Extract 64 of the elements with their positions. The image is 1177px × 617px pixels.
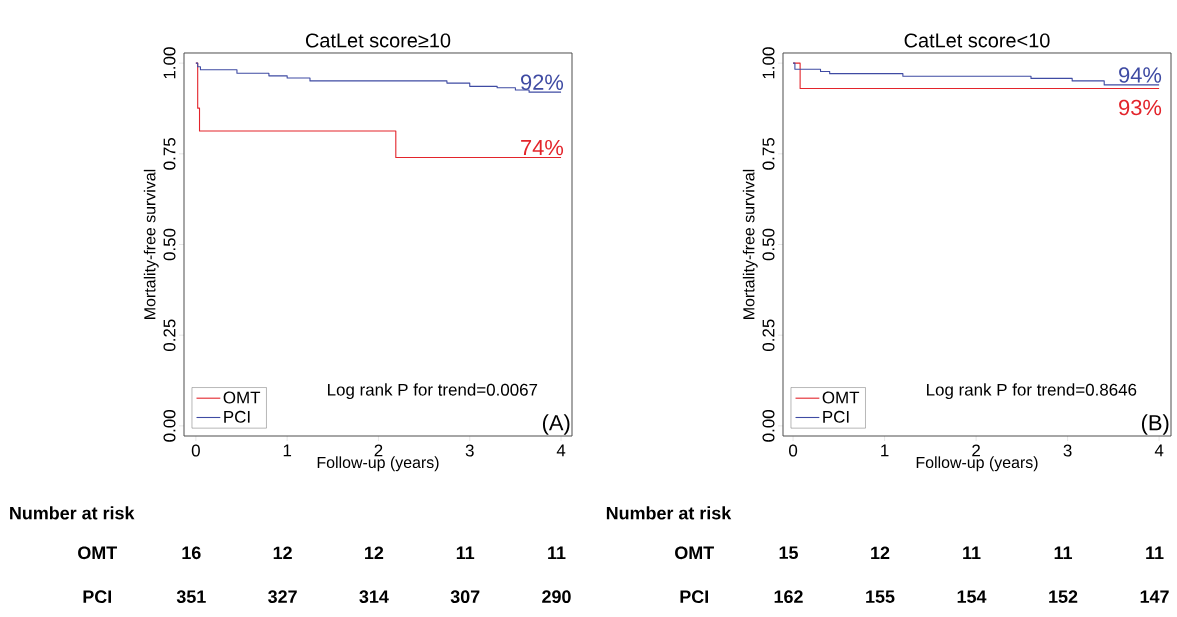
legend-label: OMT: [223, 391, 261, 404]
text: 152: [1049, 590, 1078, 604]
text: 351: [176, 590, 206, 604]
text: 327: [268, 590, 297, 604]
text: 12: [273, 546, 292, 560]
text: OMT: [675, 546, 714, 560]
text: PCI: [680, 590, 708, 604]
data-label: 74%: [521, 139, 564, 156]
x-tick-label: 1: [881, 444, 889, 457]
y-tick-label: 0.00: [762, 410, 775, 442]
text: Number at risk: [606, 506, 732, 520]
text: 154: [957, 590, 987, 603]
text: OMT: [78, 546, 117, 560]
text: 162: [774, 590, 803, 604]
x-tick-label: 2: [374, 444, 383, 457]
y-tick-label: 0.50: [163, 228, 176, 261]
annotation: Log rank P for trend=0.0067: [328, 383, 538, 400]
x-tick-label: 0: [789, 444, 798, 457]
chart-title: CatLet score<10: [904, 33, 1050, 48]
chart-title: CatLet score≥10: [305, 33, 451, 48]
text: 12: [871, 546, 890, 560]
y-tick-label: 0.75: [163, 138, 176, 170]
y-tick-label: 0.75: [762, 138, 775, 170]
legend-label: PCI: [224, 410, 250, 423]
text: 155: [866, 590, 895, 603]
x-tick-label: 3: [465, 444, 474, 457]
annotation: (B): [1141, 414, 1169, 435]
x-tick-label: 2: [972, 444, 980, 457]
text: 147: [1140, 590, 1169, 603]
x-axis-title: Follow-up (years): [317, 456, 439, 472]
data-label: 92%: [521, 74, 564, 90]
x-tick-label: 0: [191, 444, 200, 457]
x-tick-label: 3: [1063, 444, 1072, 457]
data-label: 93%: [1119, 99, 1162, 116]
y-tick-label: 0.50: [762, 228, 775, 261]
text: 314: [359, 590, 389, 604]
y-tick-label: 1.00: [163, 47, 176, 79]
x-tick-label: 4: [1154, 444, 1164, 457]
annotation: Log rank P for trend=0.8646: [927, 383, 1137, 400]
x-tick-label: 1: [283, 444, 292, 457]
text: 15: [779, 546, 798, 560]
x-tick-label: 4: [556, 444, 566, 457]
text: 307: [450, 590, 480, 604]
legend-label: PCI: [823, 410, 849, 423]
y-tick-label: 1.00: [762, 47, 775, 79]
y-tick-label: 0.25: [163, 319, 176, 351]
text: 11: [456, 546, 475, 559]
text: 16: [182, 546, 201, 560]
text: 12: [365, 546, 384, 560]
data-label: 94%: [1119, 67, 1162, 83]
legend-label: OMT: [822, 391, 860, 404]
text: PCI: [83, 590, 112, 604]
x-axis-title: Follow-up (years): [916, 456, 1038, 472]
annotation: (A): [542, 414, 570, 435]
text: Number at risk: [10, 506, 135, 520]
text: 11: [1146, 546, 1164, 559]
text: 290: [542, 590, 571, 604]
text: 11: [963, 546, 981, 559]
y-tick-label: 0.00: [163, 410, 176, 442]
y-tick-label: 0.25: [762, 319, 775, 351]
text: 11: [1054, 546, 1073, 559]
y-axis-title: Mortality-free survival: [742, 169, 758, 319]
y-axis-title: Mortality-free survival: [143, 169, 159, 319]
text: 11: [548, 546, 566, 559]
